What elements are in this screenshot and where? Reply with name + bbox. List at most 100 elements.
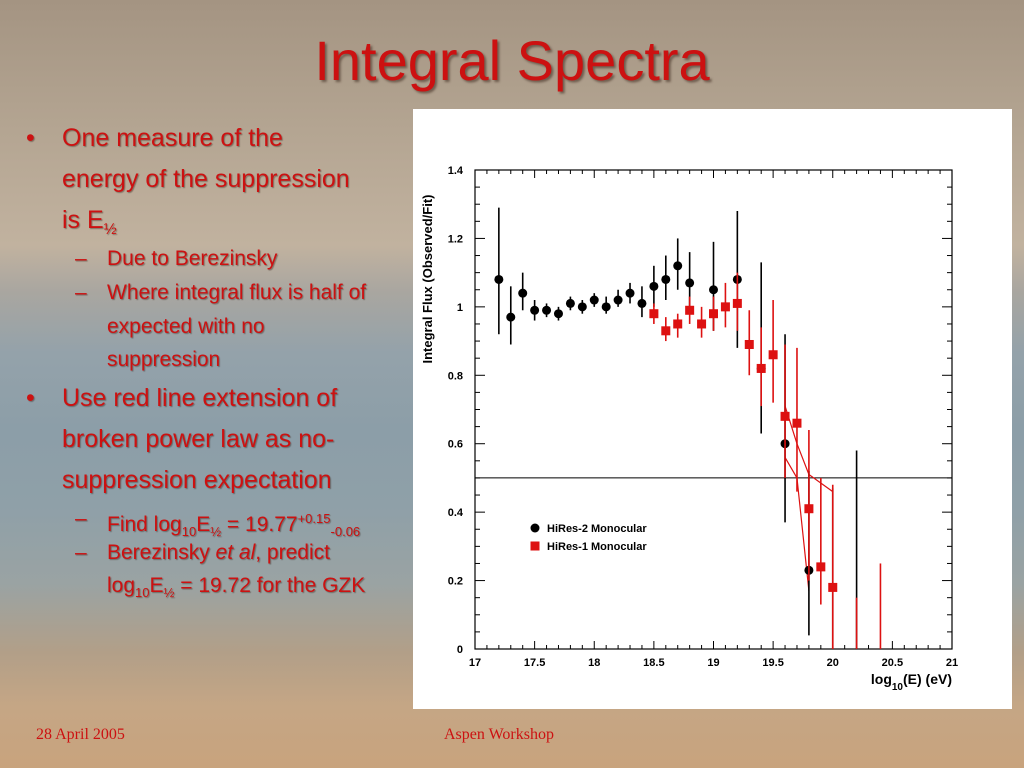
- bullet-2-line-2: broken power law as no-: [62, 425, 335, 453]
- x-tick-label: 19: [707, 657, 719, 669]
- legend-marker-circle: [530, 523, 540, 533]
- text: = 19.77: [221, 513, 298, 536]
- text: E: [149, 574, 164, 597]
- data-point-square: [744, 339, 754, 349]
- data-point-square: [685, 305, 695, 315]
- text: Berezinsky: [107, 541, 216, 564]
- text: = 19.72 for the GZK: [174, 574, 366, 597]
- data-point-square: [709, 309, 718, 319]
- bullet-2-line-1: Use red line extension of: [62, 384, 338, 412]
- legend-label: HiRes-2 Monocular: [547, 523, 647, 535]
- sub-bullet-marker: –: [75, 247, 87, 270]
- italic-text: et al: [215, 541, 256, 564]
- chart-panel: 17 17.5 18 18.5 19 19.5 20 20.5 21 0 0.2 0.4 0.6 0.8 1…: [413, 109, 1012, 709]
- x-tick-label: 19.5: [762, 657, 783, 669]
- sub-bullet-1b-line-1: Where integral flux is half of: [107, 281, 367, 304]
- subscript: 10: [181, 524, 197, 540]
- subscript: ½: [163, 585, 175, 601]
- text: E: [196, 513, 211, 536]
- data-point-square: [780, 411, 790, 421]
- data-point-square: [649, 309, 659, 319]
- y-tick-label: 0.4: [448, 507, 464, 519]
- data-point-square: [673, 319, 683, 329]
- data-point-square: [804, 504, 814, 514]
- x-tick-label: 21: [946, 657, 958, 669]
- sub-bullet-1a: Due to Berezinsky: [107, 247, 278, 270]
- data-point-square: [661, 326, 671, 336]
- data-point-circle: [625, 288, 635, 298]
- x-tick-label: 17: [469, 657, 481, 669]
- legend-label: HiRes-1 Monocular: [547, 541, 647, 553]
- data-point-circle: [530, 305, 540, 315]
- data-point-square: [756, 363, 766, 373]
- text: , predict: [255, 541, 330, 564]
- data-point-circle: [518, 288, 528, 298]
- x-label-text: (E) (eV): [903, 671, 952, 687]
- data-point-square: [697, 319, 707, 329]
- sub-bullet-marker: –: [75, 541, 87, 564]
- text: log: [107, 574, 136, 597]
- bullet-1-line-3-text: is E: [62, 206, 104, 234]
- bullet-marker: •: [26, 384, 35, 412]
- x-label-text: log: [871, 671, 892, 687]
- data-point-square: [720, 302, 730, 312]
- y-tick-label: 0.8: [448, 370, 463, 382]
- bullet-1-line-3: is E½: [62, 200, 117, 250]
- legend-marker-square: [530, 541, 540, 551]
- data-point-circle: [661, 274, 671, 284]
- footer-date: 28 April 2005: [36, 726, 125, 743]
- superscript: +0.15: [297, 511, 331, 526]
- x-tick-label: 17.5: [524, 657, 545, 669]
- x-tick-label: 18.5: [643, 657, 664, 669]
- integral-flux-chart: 17 17.5 18 18.5 19 19.5 20 20.5 21 0 0.2 0.4 0.6 0.8 1…: [420, 165, 958, 693]
- sub-bullet-1b-line-3: suppression: [107, 348, 221, 371]
- sub-bullet-marker: –: [75, 507, 87, 530]
- data-point-circle: [673, 261, 683, 271]
- data-point-circle: [506, 312, 516, 322]
- data-point-circle: [577, 302, 587, 312]
- y-tick-label: 1.2: [448, 233, 463, 245]
- footer-workshop: Aspen Workshop: [444, 726, 554, 743]
- sub-bullet-2a: Find log10E½ = 19.77+0.15-0.06: [107, 502, 360, 548]
- y-tick-label: 1.4: [448, 165, 464, 177]
- data-point-circle: [565, 298, 575, 308]
- bullet-2-line-3: suppression expectation: [62, 466, 332, 494]
- text: Find log: [107, 513, 182, 536]
- data-point-circle: [685, 278, 695, 288]
- y-tick-label: 0.6: [448, 439, 463, 451]
- half-subscript: ½: [103, 221, 117, 238]
- data-point-square: [768, 350, 778, 360]
- sub-bullet-marker: –: [75, 281, 87, 304]
- data-point-circle: [709, 285, 718, 295]
- x-tick-label: 20.5: [882, 657, 903, 669]
- x-tick-label: 18: [588, 657, 600, 669]
- slide-title: Integral Spectra: [314, 29, 710, 92]
- data-point-circle: [601, 302, 611, 312]
- data-point-circle: [649, 281, 659, 291]
- data-point-square: [828, 582, 838, 592]
- data-point-square: [792, 418, 802, 428]
- data-point-square: [816, 562, 826, 572]
- subscript: 10: [135, 585, 150, 601]
- x-axis-label: log10(E) (eV): [871, 671, 952, 693]
- y-tick-label: 0.2: [448, 576, 463, 588]
- subscript: ½: [210, 524, 222, 540]
- data-point-circle: [637, 298, 647, 308]
- bullet-1-line-2: energy of the suppression: [62, 165, 350, 193]
- data-point-circle: [494, 274, 504, 284]
- sub-bullet-1b-line-2: expected with no: [107, 315, 265, 338]
- y-tick-label: 1: [457, 302, 463, 314]
- data-point-circle: [589, 295, 599, 305]
- subscript: -0.06: [330, 524, 361, 540]
- x-label-subscript: 10: [892, 682, 904, 693]
- y-axis-label: Integral Flux (Observed/Fit): [420, 194, 435, 363]
- data-point-circle: [542, 305, 552, 315]
- data-point-circle: [553, 309, 563, 319]
- sub-bullet-2b-line-2: log10E½ = 19.72 for the GZK: [107, 569, 365, 609]
- y-tick-label: 0: [457, 644, 463, 656]
- data-point-square: [732, 298, 742, 308]
- bullet-1-line-1: One measure of the: [62, 124, 283, 152]
- series-hires-1: [649, 272, 882, 649]
- sub-bullet-2b-line-1: Berezinsky et al, predict: [107, 536, 330, 569]
- series-hires-2: [494, 207, 858, 649]
